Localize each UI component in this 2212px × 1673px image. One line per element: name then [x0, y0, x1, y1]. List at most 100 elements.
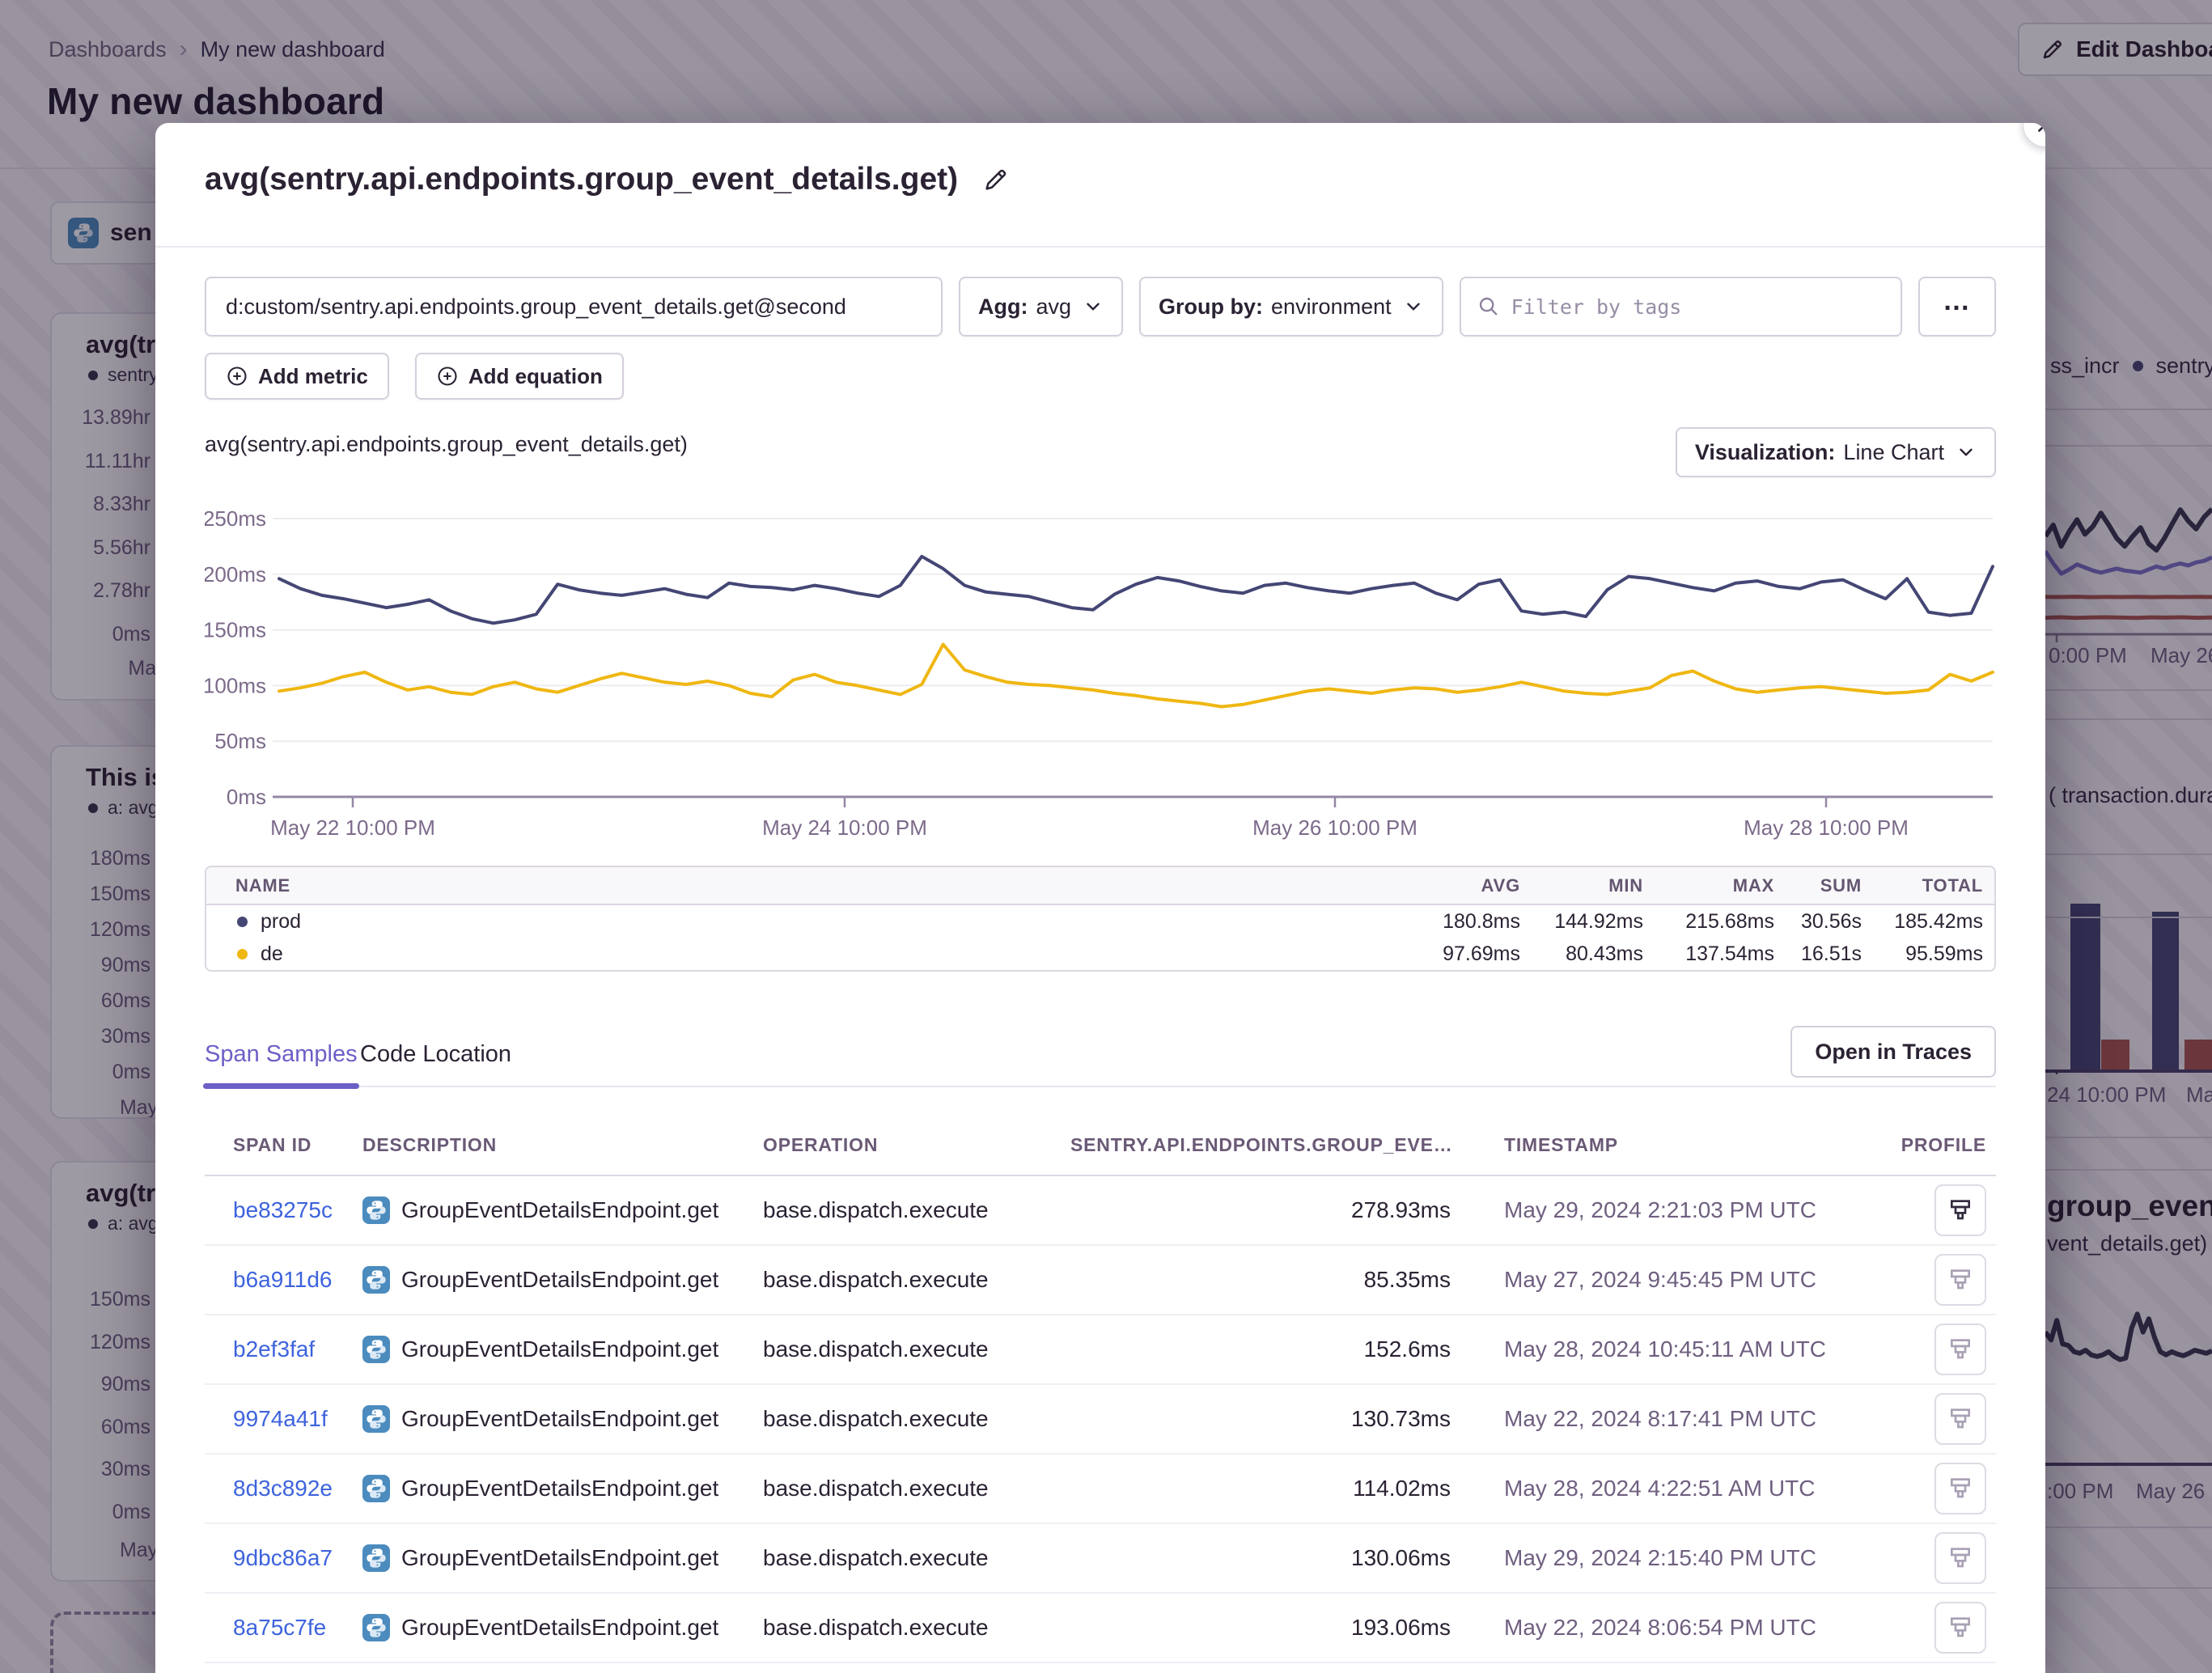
- description-cell: GroupEventDetailsEndpoint.get: [362, 1544, 763, 1572]
- profile-button[interactable]: [1934, 1324, 1986, 1375]
- tab-code-location[interactable]: Code Location: [360, 1041, 511, 1086]
- edit-title-button[interactable]: [982, 166, 1010, 193]
- profile-button[interactable]: [1934, 1184, 1986, 1236]
- summary-row: prod180.8ms144.92ms215.68ms30.56s185.42m…: [206, 905, 1994, 938]
- profile-cell: [1863, 1254, 1986, 1306]
- description-cell: GroupEventDetailsEndpoint.get: [362, 1614, 763, 1641]
- add-metric-button[interactable]: Add metric: [205, 353, 389, 400]
- duration-cell: 130.06ms: [1070, 1545, 1451, 1571]
- timestamp-cell: May 28, 2024 10:45:11 AM UTC: [1451, 1336, 1863, 1362]
- summary-column-header: MIN: [1520, 875, 1643, 896]
- span-id-link[interactable]: 8a75c7fe: [233, 1615, 362, 1641]
- span-id-link[interactable]: b2ef3faf: [233, 1336, 362, 1362]
- open-in-traces-button[interactable]: Open in Traces: [1790, 1026, 1996, 1078]
- add-equation-button[interactable]: Add equation: [415, 353, 624, 400]
- svg-text:100ms: 100ms: [205, 673, 266, 697]
- screen: Dashboards › My new dashboard Edit Dashb…: [0, 0, 2212, 1673]
- python-icon: [362, 1475, 390, 1502]
- timestamp-cell: May 28, 2024 4:22:51 AM UTC: [1451, 1476, 1863, 1501]
- timestamp-cell: May 27, 2024 9:45:45 PM UTC: [1451, 1267, 1863, 1293]
- profile-button[interactable]: [1934, 1254, 1986, 1306]
- operation-cell: base.dispatch.execute: [763, 1406, 1070, 1432]
- span-id-link[interactable]: 9dbc86a7: [233, 1545, 362, 1571]
- profile-cell: [1863, 1184, 1986, 1236]
- duration-cell: 152.6ms: [1070, 1336, 1451, 1362]
- series-name: de: [206, 942, 1387, 966]
- description-cell: GroupEventDetailsEndpoint.get: [362, 1197, 763, 1224]
- plus-circle-icon: [226, 365, 248, 388]
- duration-cell: 130.73ms: [1070, 1406, 1451, 1432]
- span-id-link[interactable]: b6a911d6: [233, 1267, 362, 1293]
- profile-button[interactable]: [1934, 1602, 1986, 1654]
- svg-text:250ms: 250ms: [205, 506, 266, 531]
- operation-cell: base.dispatch.execute: [763, 1476, 1070, 1501]
- description-cell: GroupEventDetailsEndpoint.get: [362, 1405, 763, 1433]
- samples-column-header: SPAN ID: [233, 1134, 362, 1156]
- series-name: prod: [206, 910, 1387, 934]
- duration-cell: 85.35ms: [1070, 1267, 1451, 1293]
- table-row: b6a911d6 GroupEventDetailsEndpoint.getba…: [205, 1246, 1996, 1315]
- span-id-link[interactable]: be83275c: [233, 1197, 362, 1223]
- span-id-link[interactable]: 9974a41f: [233, 1406, 362, 1432]
- python-icon: [362, 1614, 390, 1641]
- timestamp-cell: May 22, 2024 8:17:41 PM UTC: [1451, 1406, 1863, 1432]
- timestamp-cell: May 29, 2024 2:15:40 PM UTC: [1451, 1545, 1863, 1571]
- samples-column-header: SENTRY.API.ENDPOINTS.GROUP_EVE…: [1070, 1134, 1451, 1156]
- more-options-button[interactable]: …: [1918, 277, 1996, 337]
- span-id-link[interactable]: 8d3c892e: [233, 1476, 362, 1501]
- samples-column-header: OPERATION: [763, 1134, 1070, 1156]
- summary-column-header: NAME: [206, 875, 1387, 896]
- table-row: 8a75c7fe GroupEventDetailsEndpoint.getba…: [205, 1594, 1996, 1663]
- profile-button[interactable]: [1934, 1393, 1986, 1445]
- summary-table: NAMEAVGMINMAXSUMTOTAL prod180.8ms144.92m…: [205, 866, 1996, 972]
- samples-column-header: DESCRIPTION: [362, 1134, 763, 1156]
- python-icon: [362, 1197, 390, 1224]
- chevron-down-icon: [1400, 296, 1424, 317]
- summary-stat: 215.68ms: [1643, 910, 1774, 934]
- svg-text:50ms: 50ms: [214, 729, 266, 753]
- summary-column-header: TOTAL: [1862, 875, 1983, 896]
- profile-cell: [1863, 1324, 1986, 1375]
- description-cell: GroupEventDetailsEndpoint.get: [362, 1266, 763, 1294]
- operation-cell: base.dispatch.execute: [763, 1545, 1070, 1571]
- tab-span-samples[interactable]: Span Samples: [205, 1041, 358, 1086]
- profile-cell: [1863, 1532, 1986, 1584]
- operation-cell: base.dispatch.execute: [763, 1336, 1070, 1362]
- description-cell: GroupEventDetailsEndpoint.get: [362, 1475, 763, 1502]
- visualization-select[interactable]: Visualization:Line Chart: [1676, 427, 1996, 477]
- svg-text:May 22 10:00 PM: May 22 10:00 PM: [270, 815, 435, 840]
- agg-select[interactable]: Agg:avg: [959, 277, 1123, 337]
- metric-query-input[interactable]: d:custom/sentry.api.endpoints.group_even…: [205, 277, 943, 337]
- line-chart[interactable]: 0ms50ms100ms150ms200ms250msMay 22 10:00 …: [205, 493, 1996, 854]
- description-cell: GroupEventDetailsEndpoint.get: [362, 1336, 763, 1363]
- close-icon: [2035, 123, 2045, 135]
- metric-details-modal: avg(sentry.api.endpoints.group_event_det…: [155, 123, 2045, 1673]
- operation-cell: base.dispatch.execute: [763, 1615, 1070, 1641]
- table-row: 9dbc86a7 GroupEventDetailsEndpoint.getba…: [205, 1524, 1996, 1594]
- svg-text:May 26 10:00 PM: May 26 10:00 PM: [1252, 815, 1417, 840]
- profile-button[interactable]: [1934, 1532, 1986, 1584]
- summary-stat: 97.69ms: [1387, 942, 1520, 966]
- groupby-select[interactable]: Group by:environment: [1139, 277, 1443, 337]
- profile-button[interactable]: [1934, 1463, 1986, 1514]
- summary-stat: 144.92ms: [1520, 910, 1643, 934]
- table-row: be83275c GroupEventDetailsEndpoint.getba…: [205, 1176, 1996, 1246]
- chevron-down-icon: [1079, 296, 1104, 317]
- summary-stat: 137.54ms: [1643, 942, 1774, 966]
- summary-stat: 95.59ms: [1862, 942, 1983, 966]
- python-icon: [362, 1544, 390, 1572]
- tab-bar: Span Samples Code Location Open in Trace…: [205, 1019, 1996, 1087]
- summary-column-header: MAX: [1643, 875, 1774, 896]
- series-color-dot-icon: [237, 949, 248, 959]
- svg-text:150ms: 150ms: [205, 618, 266, 642]
- summary-column-header: AVG: [1387, 875, 1520, 896]
- close-button[interactable]: [2023, 123, 2045, 147]
- plus-circle-icon: [436, 365, 459, 388]
- duration-cell: 278.93ms: [1070, 1197, 1451, 1223]
- summary-stat: 180.8ms: [1387, 910, 1520, 934]
- chevron-down-icon: [1952, 442, 1977, 463]
- timestamp-cell: May 29, 2024 2:21:03 PM UTC: [1451, 1197, 1863, 1223]
- python-icon: [362, 1266, 390, 1294]
- summary-stat: 30.56s: [1774, 910, 1862, 934]
- tag-filter-input[interactable]: Filter by tags: [1460, 277, 1902, 337]
